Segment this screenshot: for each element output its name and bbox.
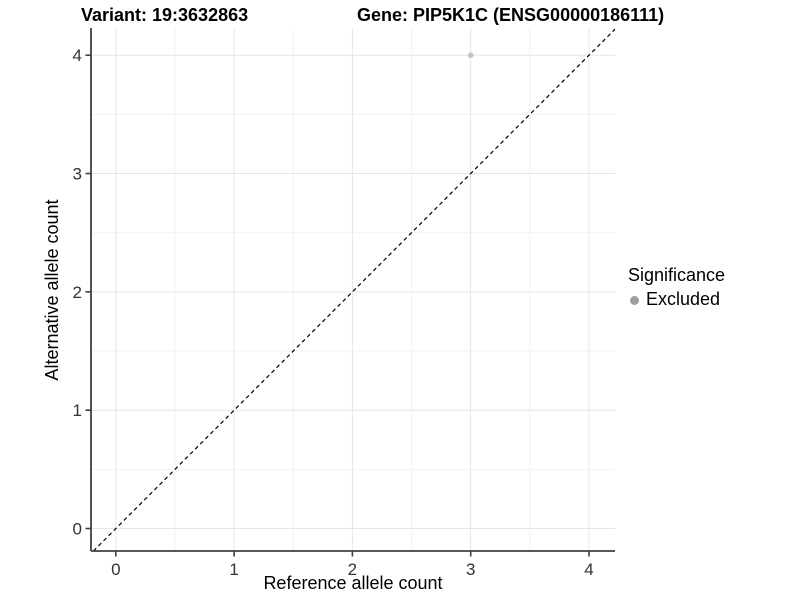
legend-title: Significance [628, 265, 726, 285]
plot-canvas: 0 1 2 3 4 0 1 2 3 4 [73, 28, 616, 579]
x-tick-label: 4 [584, 560, 593, 579]
plot-title-gene: Gene: PIP5K1C (ENSG00000186111) [357, 5, 665, 25]
y-tick-label: 1 [73, 401, 82, 420]
y-tick-label: 3 [73, 165, 82, 184]
plot-panel: 0 1 2 3 4 0 1 2 3 4 [73, 28, 616, 579]
y-tick-label: 2 [73, 283, 82, 302]
x-tick-label: 3 [466, 560, 475, 579]
x-tick-label: 1 [229, 560, 238, 579]
x-axis-title: Reference allele count [263, 573, 443, 593]
legend-entry-label: Excluded [646, 289, 721, 309]
identity-dashed-line [92, 28, 616, 552]
legend: Significance Excluded [628, 265, 725, 310]
data-point [467, 52, 474, 59]
y-axis-title: Alternative allele count [42, 199, 62, 381]
y-tick-label: 0 [73, 520, 82, 539]
y-tick-label: 4 [73, 46, 82, 65]
x-tick-label: 2 [348, 560, 357, 579]
legend-entry-excluded: Excluded [628, 289, 725, 310]
plot-title-variant: Variant: 19:3632863 [81, 5, 249, 25]
legend-point-icon [630, 296, 639, 305]
x-tick-label: 0 [111, 560, 120, 579]
